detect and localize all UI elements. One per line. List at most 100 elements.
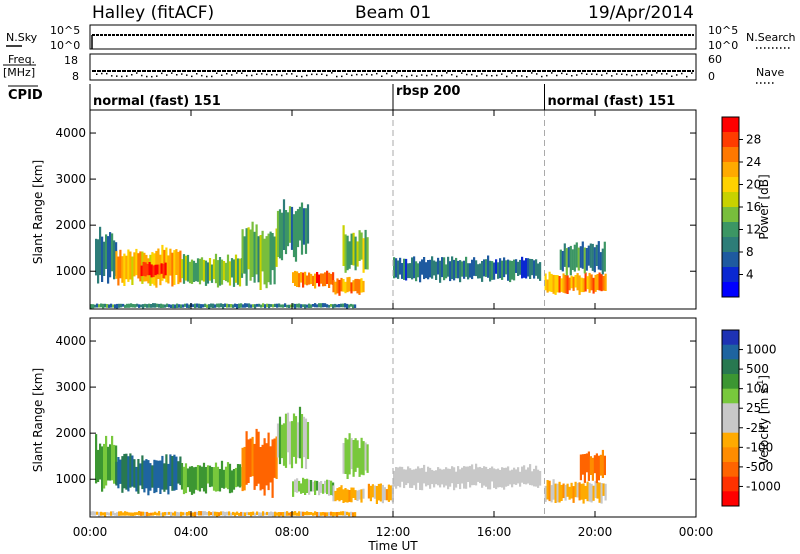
data-cell	[415, 261, 418, 282]
data-cell	[153, 459, 156, 494]
data-cell	[312, 481, 315, 492]
data-cell	[465, 256, 468, 277]
data-cell	[208, 258, 212, 281]
data-cell	[202, 259, 206, 282]
nave-point	[336, 75, 338, 78]
nave-point	[646, 72, 648, 75]
nave-point	[661, 73, 663, 75]
data-cell	[255, 224, 258, 275]
data-cell	[475, 463, 478, 486]
data-cell	[461, 261, 464, 277]
data-cell	[136, 303, 139, 307]
data-cell	[314, 511, 317, 516]
nave-point	[331, 72, 333, 74]
data-cell	[200, 257, 204, 281]
data-cell	[161, 455, 164, 490]
colorbar-swatch	[722, 432, 739, 448]
data-cell	[180, 304, 183, 308]
data-cell	[198, 303, 201, 308]
data-cell	[261, 230, 264, 272]
nave-point	[211, 75, 213, 78]
data-cell	[149, 463, 152, 491]
data-cell	[190, 466, 194, 495]
data-cell	[164, 512, 167, 516]
data-cell	[566, 275, 569, 294]
data-cell	[179, 250, 182, 283]
data-cell	[218, 512, 221, 516]
data-cell	[598, 482, 601, 503]
data-cell	[320, 303, 323, 308]
power-colorbar-ticks: 28 24 20 16 12 8 4	[739, 133, 761, 282]
data-cell	[330, 480, 333, 496]
nave-point	[691, 72, 693, 74]
cpid-segments: normal (fast) 151 rbsp 200 normal (fast) 1…	[89, 84, 675, 110]
data-cell	[429, 467, 432, 489]
data-cell	[318, 482, 321, 496]
data-cell	[214, 304, 217, 308]
data-cell	[471, 464, 474, 486]
nave-point	[556, 74, 558, 77]
data-cell	[134, 512, 137, 516]
data-cell	[252, 304, 255, 308]
data-cell	[294, 511, 297, 516]
data-cell	[302, 304, 305, 308]
data-cell	[585, 248, 588, 271]
data-cell	[439, 260, 442, 283]
data-cell	[188, 511, 191, 516]
data-cell	[144, 262, 147, 277]
colorbar-swatch	[722, 117, 739, 133]
data-cell	[326, 479, 329, 495]
data-cell	[573, 244, 576, 272]
data-cell	[389, 485, 392, 501]
data-cell	[234, 512, 237, 517]
data-cell	[457, 466, 460, 484]
data-cell	[601, 248, 604, 275]
data-cell	[546, 279, 549, 293]
data-cell	[249, 229, 252, 281]
data-cell	[106, 512, 109, 515]
data-cell	[332, 280, 335, 293]
data-cell	[576, 482, 579, 498]
data-cell	[96, 303, 99, 308]
data-cell	[425, 262, 428, 279]
data-cell	[123, 253, 126, 286]
data-cell	[160, 263, 163, 274]
data-cell	[595, 244, 598, 266]
data-cell	[180, 259, 184, 279]
data-cell	[114, 512, 117, 516]
data-cell	[558, 481, 561, 503]
data-cell	[326, 270, 329, 284]
nave-scatter	[96, 72, 693, 78]
data-cell	[144, 303, 147, 308]
data-cell	[212, 303, 215, 308]
data-cell	[245, 228, 248, 286]
data-cell	[228, 261, 232, 286]
data-cell	[101, 446, 104, 492]
data-cell	[126, 511, 129, 516]
data-cell	[326, 512, 329, 516]
data-cell	[567, 247, 570, 268]
data-cell	[212, 511, 215, 516]
data-cell	[593, 455, 596, 474]
data-cell	[210, 467, 214, 487]
data-cell	[92, 304, 95, 309]
data-cell	[439, 468, 442, 488]
data-cell	[134, 304, 137, 308]
data-cell	[469, 465, 472, 488]
data-cell	[212, 259, 216, 280]
x-tick-label: 16:00	[477, 525, 512, 539]
data-cell	[202, 462, 206, 492]
data-cell	[212, 467, 216, 491]
data-cell	[334, 490, 337, 502]
data-cell	[95, 434, 98, 484]
data-cell	[177, 251, 180, 285]
data-cell	[127, 456, 130, 492]
data-cell	[296, 422, 300, 458]
data-cell	[188, 466, 192, 492]
data-cell	[360, 278, 363, 293]
data-cell	[590, 274, 593, 291]
data-cell	[166, 303, 169, 307]
freq-label-line1: Freq.	[8, 53, 35, 66]
data-cell	[322, 273, 325, 287]
colorbar-swatch	[722, 177, 739, 193]
